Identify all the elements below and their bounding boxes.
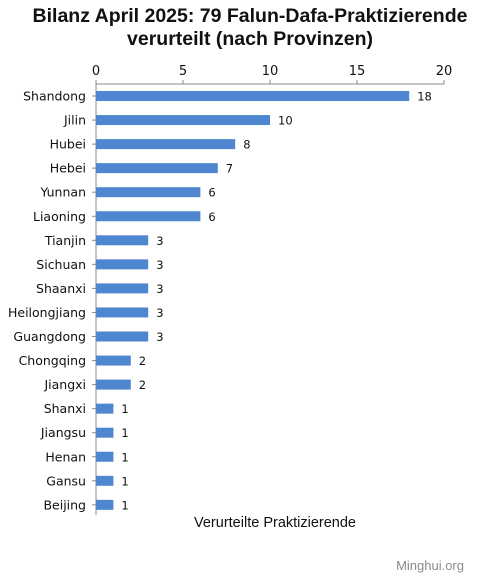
- bar-tianjin: [96, 235, 149, 246]
- data-label: 18: [417, 90, 432, 104]
- x-axis-label: Verurteilte Praktizierende: [194, 515, 356, 531]
- bar-gansu: [96, 475, 114, 486]
- bar-shandong: [96, 91, 410, 101]
- category-label: Shaanxi: [36, 281, 86, 296]
- chart-title-line-2: verurteilt (nach Provinzen): [127, 28, 373, 50]
- data-label: 3: [156, 234, 163, 248]
- category-label: Yunnan: [39, 185, 86, 200]
- data-label: 6: [208, 210, 215, 224]
- category-label: Tianjin: [44, 233, 86, 248]
- category-label: Chongqing: [19, 353, 86, 368]
- watermark: Minghui.org: [396, 558, 464, 573]
- x-tick-label: 0: [92, 64, 100, 79]
- category-label: Henan: [45, 449, 86, 464]
- data-label: 2: [139, 354, 146, 368]
- category-label: Jilin: [63, 113, 86, 128]
- category-label: Shanxi: [44, 401, 86, 416]
- data-label: 6: [208, 186, 215, 200]
- chart-title: Bilanz April 2025: 79 Falun-Dafa-Praktiz…: [0, 5, 500, 51]
- category-label: Jiangsu: [40, 425, 86, 440]
- bar-henan: [96, 451, 114, 462]
- category-label: Heilongjiang: [8, 305, 86, 320]
- bar-guangdong: [96, 331, 149, 342]
- category-label: Hebei: [50, 161, 86, 176]
- bar-yunnan: [96, 187, 201, 198]
- x-tick-label: 5: [179, 64, 187, 79]
- bar-heilongjiang: [96, 307, 149, 318]
- bar-shanxi: [96, 403, 114, 414]
- bar-jiangxi: [96, 379, 131, 390]
- data-label: 1: [121, 426, 128, 440]
- data-label: 8: [243, 138, 250, 152]
- data-label: 3: [156, 306, 163, 320]
- data-label: 3: [156, 282, 163, 296]
- chart-title-line-1: Bilanz April 2025: 79 Falun-Dafa-Praktiz…: [32, 5, 468, 27]
- bar-shaanxi: [96, 283, 149, 294]
- data-label: 1: [121, 498, 128, 512]
- bar-jilin: [96, 115, 270, 126]
- category-label: Jiangxi: [43, 377, 86, 392]
- data-label: 3: [156, 258, 163, 272]
- bar-hebei: [96, 163, 218, 174]
- x-tick-label: 10: [262, 64, 279, 79]
- data-label: 2: [139, 378, 146, 392]
- x-tick-label: 20: [436, 64, 453, 79]
- data-label: 1: [121, 450, 128, 464]
- category-label: Guangdong: [13, 329, 86, 344]
- category-label: Sichuan: [36, 257, 86, 272]
- category-label: Hubei: [50, 137, 86, 152]
- data-label: 7: [226, 162, 233, 176]
- bar-jiangsu: [96, 427, 114, 438]
- data-label: 1: [121, 474, 128, 488]
- category-label: Beijing: [43, 497, 86, 512]
- data-label: 3: [156, 330, 163, 344]
- bar-liaoning: [96, 211, 201, 222]
- data-label: 1: [121, 402, 128, 416]
- bar-hubei: [96, 139, 236, 150]
- bar-sichuan: [96, 259, 149, 270]
- category-label: Liaoning: [33, 209, 86, 224]
- category-label: Shandong: [23, 89, 86, 104]
- x-tick-label: 15: [349, 64, 366, 79]
- bar-chongqing: [96, 355, 131, 366]
- data-label: 10: [278, 114, 293, 128]
- bar-beijing: [96, 499, 114, 510]
- category-label: Gansu: [46, 473, 86, 488]
